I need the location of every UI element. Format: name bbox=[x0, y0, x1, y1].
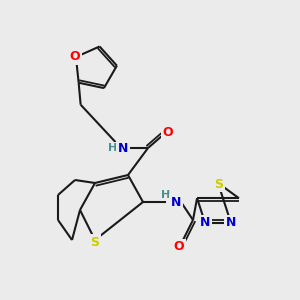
Text: S: S bbox=[91, 236, 100, 248]
Text: N: N bbox=[171, 196, 181, 208]
Text: N: N bbox=[118, 142, 128, 154]
Text: O: O bbox=[174, 241, 184, 254]
Text: O: O bbox=[70, 50, 80, 64]
Text: S: S bbox=[214, 178, 224, 190]
Text: H: H bbox=[108, 143, 118, 153]
Text: O: O bbox=[163, 127, 173, 140]
Text: H: H bbox=[161, 190, 171, 200]
Text: N: N bbox=[200, 216, 210, 229]
Text: N: N bbox=[226, 216, 236, 229]
